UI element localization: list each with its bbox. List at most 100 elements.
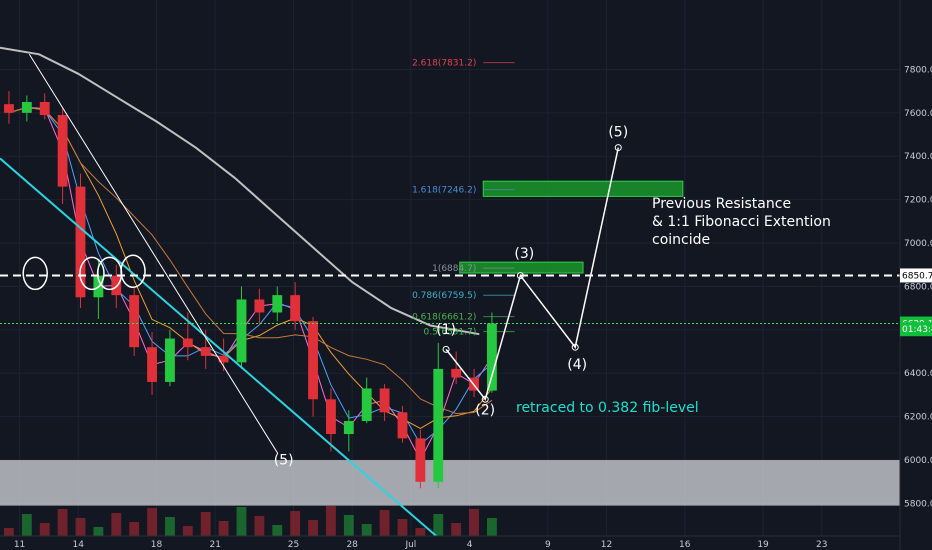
- candle-body: [75, 186, 86, 298]
- ma-fast: [8, 106, 493, 462]
- volume-bar: [111, 513, 122, 536]
- price-label-text: 6850.7: [902, 271, 932, 281]
- volume-bar: [290, 511, 301, 536]
- wave-label: (4): [567, 357, 587, 373]
- x-tick-label: 11: [14, 540, 25, 550]
- y-tick-label: 7600.0: [904, 109, 932, 119]
- volume-bar: [308, 520, 318, 536]
- wave-point: [614, 144, 622, 152]
- x-tick-label: 25: [288, 540, 299, 550]
- volume-bar: [165, 517, 175, 536]
- volume-bar: [75, 518, 86, 536]
- fib-label: 1.618(7246.2): [412, 186, 476, 196]
- volume-bar: [39, 523, 50, 536]
- volume-bar: [129, 522, 140, 536]
- fib-label: 0.786(6759.5): [412, 291, 476, 301]
- y-tick-label: 6000.0: [904, 456, 932, 466]
- volume-bar: [397, 519, 408, 536]
- x-axis-ticks: 11 14 18 21 25 28 Jul 4 9 12 16 19 23: [14, 540, 828, 550]
- x-tick-label: 19: [757, 540, 769, 550]
- y-tick-label: 6200.0: [904, 413, 932, 423]
- y-tick-label: 6400.0: [904, 369, 932, 379]
- volume-bar: [487, 518, 497, 536]
- y-tick-label: 7800.0: [904, 65, 932, 75]
- volume-bar: [200, 512, 211, 536]
- volume-bar: [182, 526, 193, 536]
- candle-body: [182, 338, 193, 348]
- volume-bar: [21, 514, 32, 536]
- candle-body: [272, 295, 283, 313]
- volume-bar: [272, 525, 283, 536]
- x-tick-label: 14: [73, 540, 85, 550]
- wave-count: (5) (1) (2) (3) (4) (5): [22, 125, 628, 468]
- y-tick-label: 7200.0: [904, 196, 932, 206]
- candle-body: [290, 295, 301, 322]
- x-tick-label: 28: [346, 540, 358, 550]
- volume-bar: [57, 509, 68, 536]
- x-tick-label: 12: [601, 540, 612, 550]
- candle-body: [433, 368, 444, 482]
- price-label-box: [900, 268, 932, 283]
- candle-body: [397, 412, 408, 439]
- y-tick-label: 5800.0: [904, 499, 932, 509]
- candle-body: [236, 299, 247, 363]
- x-tick-label: 23: [816, 540, 827, 550]
- x-tick-label: 4: [467, 540, 473, 550]
- candle-body: [487, 323, 497, 391]
- wave-label: (5): [608, 125, 628, 141]
- y-tick-label: 7000.0: [904, 239, 932, 249]
- price-label-box: [900, 322, 932, 337]
- x-tick-label: 18: [151, 540, 163, 550]
- wave-point: [481, 395, 489, 403]
- price-labels: 6850.76629.101:43:47: [900, 268, 932, 337]
- price-label-text: 01:43:47: [902, 325, 932, 335]
- x-tick-label: Jul: [404, 540, 416, 550]
- candle-body: [129, 295, 140, 348]
- candle-body: [254, 299, 265, 313]
- candle-body: [57, 115, 68, 187]
- candle-body: [361, 388, 372, 421]
- volume-bar: [147, 508, 157, 536]
- annotation-retrace: retraced to 0.382 fib-level: [516, 400, 699, 416]
- volume-bar: [415, 528, 426, 536]
- candle-body: [379, 388, 390, 413]
- candle-body: [218, 355, 229, 363]
- highlight-circle: [22, 256, 48, 291]
- annotation-line-3: coincide: [652, 232, 710, 248]
- volume-bar: [361, 524, 372, 536]
- moving-averages: [0, 46, 493, 462]
- ma-mid: [8, 106, 493, 445]
- fib-label: 0.618(6661.2): [412, 313, 476, 323]
- fib-label: 1(6884.7): [432, 264, 476, 274]
- volume-bar: [469, 509, 479, 536]
- fib-levels: 2.618(7831.2) 1.618(7246.2) 1(6884.7) 0.786…: [412, 59, 515, 338]
- candle-body: [21, 101, 32, 113]
- wave-label: (5): [274, 452, 294, 468]
- target-zone: [459, 261, 584, 274]
- volume-bar: [451, 523, 462, 536]
- candle-body: [39, 101, 50, 116]
- annotation-line-2: & 1:1 Fibonacci Extention: [652, 214, 831, 230]
- volume-bar: [4, 528, 14, 536]
- volume-bar: [343, 515, 354, 536]
- volume-bar: [236, 507, 247, 536]
- volume-bar: [433, 514, 444, 536]
- candles: [4, 91, 497, 489]
- volume-bar: [254, 516, 265, 536]
- y-tick-label: 7400.0: [904, 152, 932, 162]
- annotation-line-1: Previous Resistance: [652, 196, 791, 212]
- candle-body: [147, 347, 157, 382]
- wave-label: (1): [436, 322, 456, 338]
- fib-label: 2.618(7831.2): [412, 59, 476, 69]
- x-tick-label: 9: [545, 540, 551, 550]
- wave-label: (3): [514, 246, 534, 262]
- candle-body: [451, 368, 462, 378]
- x-tick-label: 21: [209, 540, 220, 550]
- fib-label: 0.5(6591.7): [424, 328, 477, 338]
- volume-bar: [379, 510, 390, 536]
- candle-body: [308, 321, 318, 400]
- candle-body: [415, 438, 426, 482]
- downtrend-line-cyan: [0, 157, 437, 537]
